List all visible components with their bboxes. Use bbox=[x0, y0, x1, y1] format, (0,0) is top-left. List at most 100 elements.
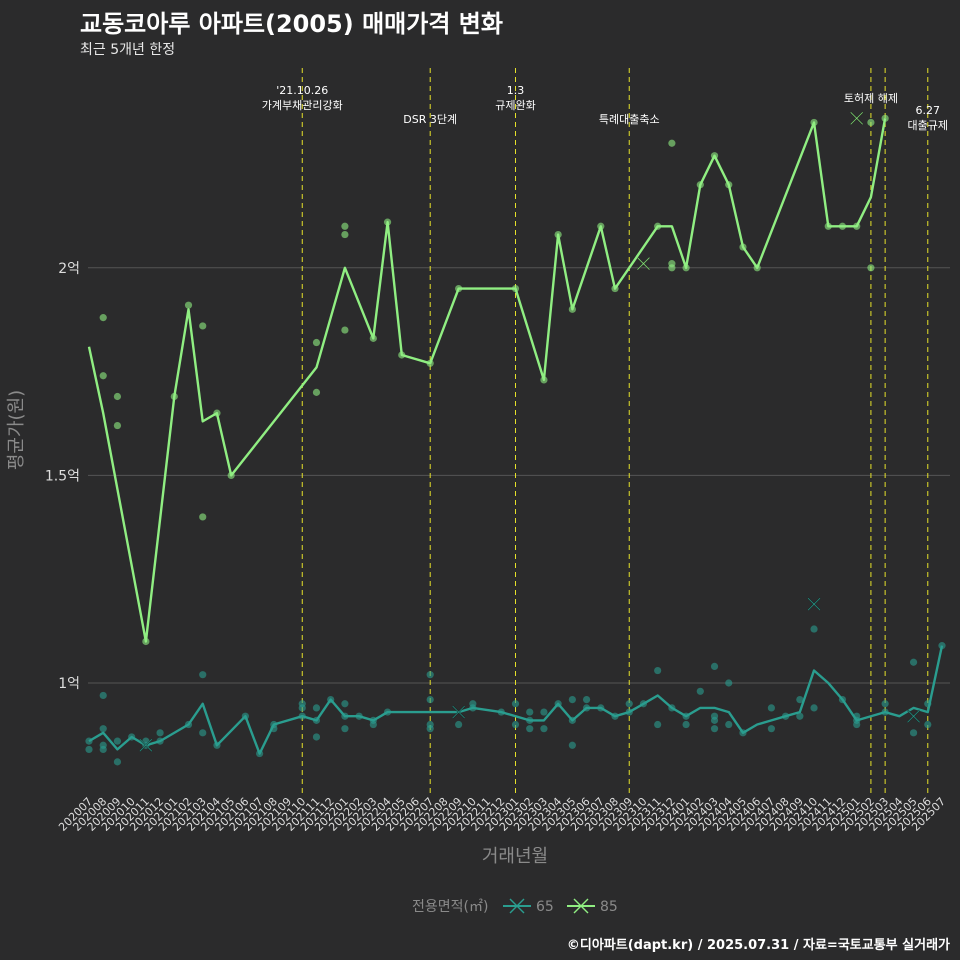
data-point-65 bbox=[369, 720, 377, 729]
legend-key-cross bbox=[509, 898, 525, 914]
event-label: 6.27 대출규제 bbox=[908, 104, 948, 132]
cross-marker-65 bbox=[807, 597, 821, 611]
data-point-85 bbox=[184, 301, 193, 309]
legend-item-65: 65 bbox=[503, 898, 554, 915]
data-point-65 bbox=[99, 745, 107, 754]
data-point-65 bbox=[540, 708, 548, 716]
y-tick-label: 1.5억 bbox=[45, 468, 80, 484]
data-point-65 bbox=[810, 704, 818, 712]
event-label-line: 토허제 해제 bbox=[844, 91, 898, 105]
data-point-65 bbox=[767, 704, 776, 712]
data-point-85 bbox=[113, 421, 122, 430]
data-point-85 bbox=[341, 222, 349, 230]
event-label: 특례대출축소 bbox=[599, 113, 660, 126]
event-label-line: 대출규제 bbox=[908, 119, 948, 132]
cross-marker-65 bbox=[907, 709, 921, 723]
data-point-85 bbox=[113, 392, 122, 401]
data-point-65 bbox=[682, 720, 690, 729]
series-line-85 bbox=[87, 118, 887, 643]
legend: 전용면적(㎡) 65 85 bbox=[412, 898, 618, 915]
data-point-65 bbox=[696, 687, 704, 695]
cross-marker-85 bbox=[636, 257, 651, 271]
cross-marker-65 bbox=[452, 705, 466, 719]
data-point-65 bbox=[853, 720, 861, 729]
chart-title: 교동코아루 아파트(2005) 매매가격 변화 bbox=[80, 10, 503, 38]
data-point-65 bbox=[426, 671, 434, 679]
data-point-85 bbox=[341, 230, 349, 239]
data-point-85 bbox=[668, 264, 676, 272]
data-point-65 bbox=[312, 704, 321, 712]
event-label-line: 1.3 bbox=[507, 84, 525, 97]
data-point-65 bbox=[710, 662, 719, 670]
event-label-line: 특례대출축소 bbox=[599, 113, 660, 126]
data-point-65 bbox=[312, 733, 321, 741]
data-point-65 bbox=[511, 700, 520, 708]
series-layer bbox=[85, 111, 946, 766]
data-point-65 bbox=[199, 671, 207, 679]
data-point-65 bbox=[568, 696, 576, 704]
y-tick-label: 1억 bbox=[58, 676, 80, 692]
data-point-65 bbox=[725, 679, 733, 687]
event-label-line: 규제완화 bbox=[495, 99, 535, 112]
data-point-85 bbox=[668, 139, 676, 147]
data-point-65 bbox=[113, 758, 122, 766]
data-point-65 bbox=[99, 691, 107, 700]
grid-lines bbox=[88, 267, 950, 684]
data-point-65 bbox=[199, 729, 207, 737]
data-point-65 bbox=[796, 712, 804, 720]
y-axis-title: 평균가(원) bbox=[6, 390, 27, 470]
event-label: 토허제 해제 bbox=[844, 91, 898, 105]
data-point-65 bbox=[710, 716, 719, 724]
event-label-line: 가계부채관리강화 bbox=[262, 99, 343, 112]
cross-marker-85 bbox=[850, 111, 864, 125]
legend-item-85: 85 bbox=[567, 898, 618, 915]
data-point-65 bbox=[654, 720, 662, 729]
data-point-65 bbox=[582, 696, 591, 704]
legend-label: 85 bbox=[600, 899, 618, 915]
data-point-85 bbox=[199, 322, 207, 330]
cross-stroke bbox=[452, 705, 465, 719]
cross-stroke bbox=[139, 738, 153, 752]
data-point-85 bbox=[199, 513, 207, 521]
data-point-65 bbox=[710, 725, 719, 733]
data-point-65 bbox=[469, 700, 477, 708]
data-point-65 bbox=[426, 696, 434, 704]
data-point-65 bbox=[156, 729, 164, 737]
chart-subtitle: 최근 5개년 한정 bbox=[80, 42, 176, 58]
data-point-65 bbox=[85, 745, 93, 754]
data-point-65 bbox=[625, 700, 633, 708]
data-point-65 bbox=[767, 725, 776, 733]
legend-key-cross bbox=[573, 898, 589, 914]
data-point-65 bbox=[909, 658, 918, 666]
data-point-85 bbox=[867, 264, 875, 272]
event-label: 1.3 규제완화 bbox=[495, 84, 535, 112]
data-point-65 bbox=[909, 729, 918, 737]
event-label: DSR 3단계 bbox=[403, 113, 457, 126]
y-tick-label: 2억 bbox=[58, 261, 80, 277]
data-point-65 bbox=[341, 700, 349, 708]
source-caption: ©디아파트(dapt.kr) / 2025.07.31 / 자료=국토교통부 실… bbox=[566, 938, 950, 953]
data-point-85 bbox=[99, 372, 107, 380]
cross-stroke bbox=[807, 597, 821, 611]
data-point-85 bbox=[99, 314, 107, 322]
data-point-85 bbox=[341, 326, 349, 334]
legend-title: 전용면적(㎡) bbox=[412, 899, 488, 915]
data-point-65 bbox=[725, 720, 733, 729]
data-point-65 bbox=[298, 704, 306, 712]
cross-marker-65 bbox=[139, 738, 153, 752]
data-point-65 bbox=[113, 737, 122, 745]
data-point-65 bbox=[568, 741, 576, 749]
data-point-65 bbox=[526, 708, 534, 716]
event-label: '21.10.26 가계부채관리강화 bbox=[262, 84, 343, 112]
cross-stroke bbox=[637, 257, 650, 271]
data-point-85 bbox=[867, 118, 875, 127]
cross-stroke bbox=[850, 111, 864, 125]
data-point-65 bbox=[796, 696, 804, 704]
data-point-65 bbox=[924, 720, 932, 729]
data-point-65 bbox=[455, 720, 463, 729]
cross-stroke bbox=[907, 709, 920, 723]
data-point-65 bbox=[99, 725, 107, 733]
event-label-line: 6.27 bbox=[916, 104, 941, 117]
data-point-85 bbox=[312, 338, 321, 347]
